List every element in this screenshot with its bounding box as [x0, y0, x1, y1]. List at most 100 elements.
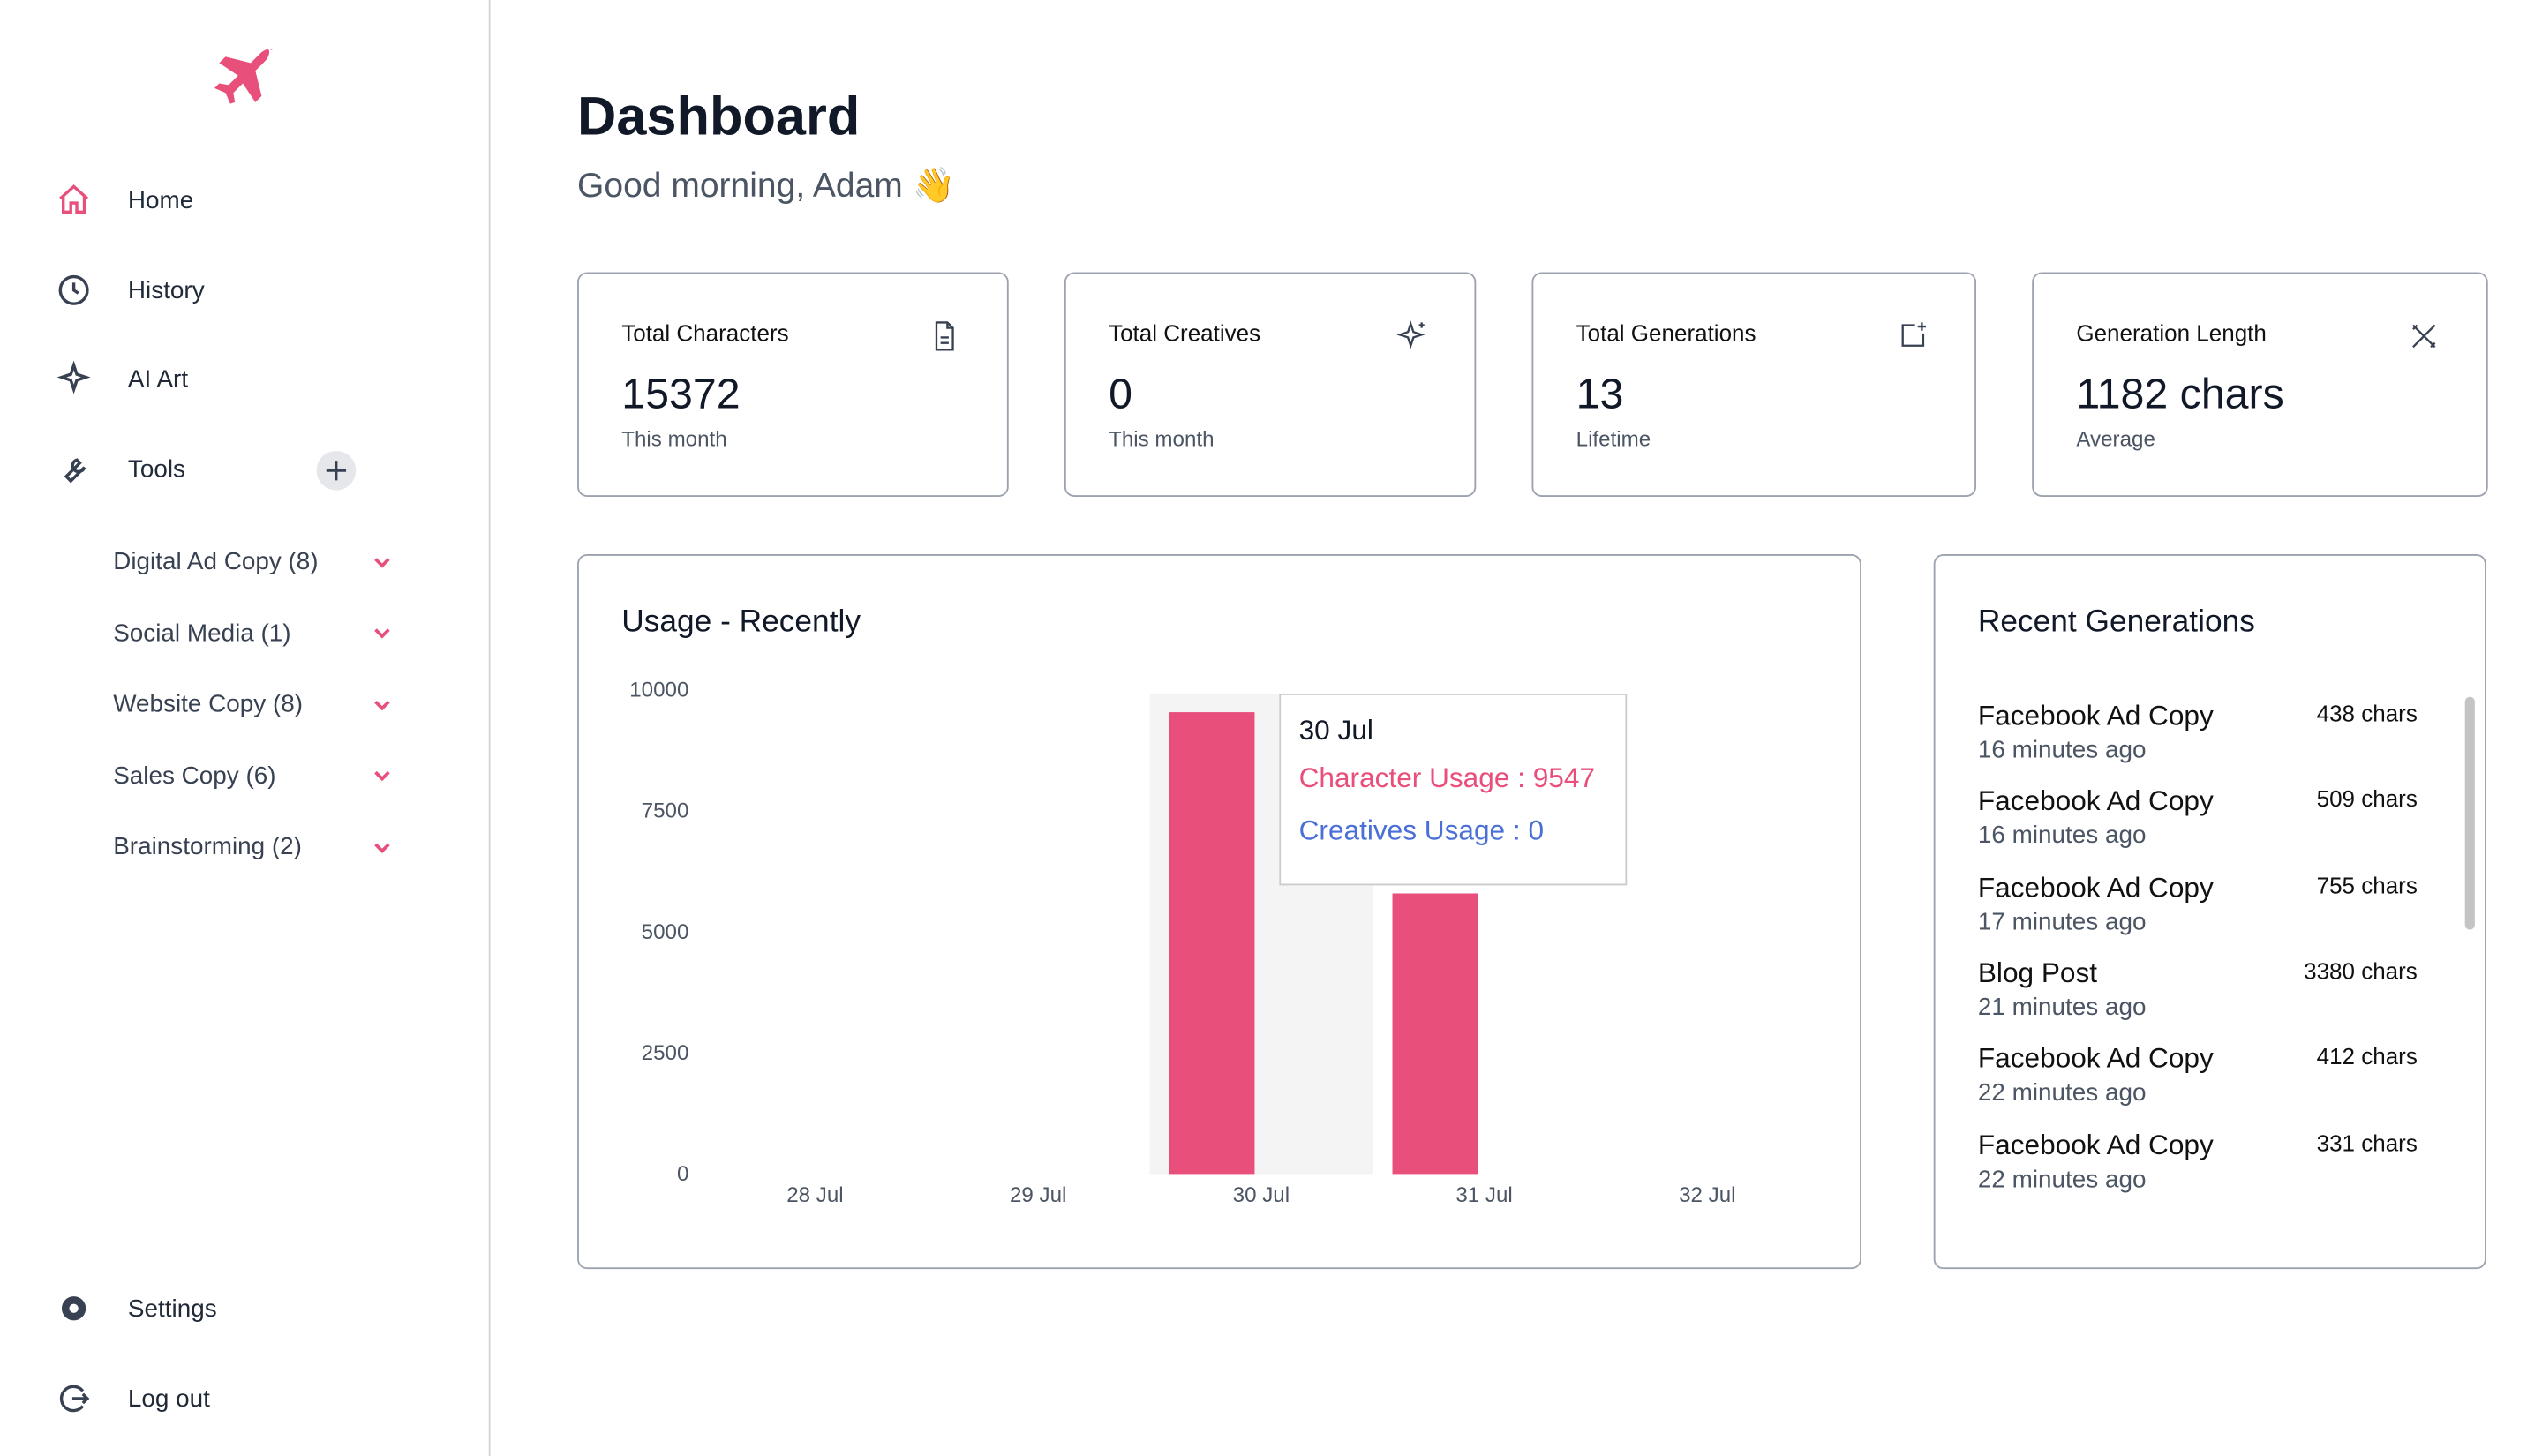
tooltip-series-name: Creatives Usage [1298, 814, 1506, 846]
nav-logout[interactable]: Log out [56, 1381, 210, 1417]
chevron [374, 843, 390, 853]
item-time: 22 minutes ago [1977, 1165, 2147, 1193]
chart-title: Usage - Recently [621, 604, 861, 640]
recent-title: Recent Generations [1977, 604, 2255, 640]
stat-sub: This month [621, 426, 727, 451]
usage-card: Usage - Recently 0 2500 5000 7500 10000 28 Ju… [577, 554, 1861, 1270]
page-title: Dashboard [577, 85, 861, 146]
recent-card: Recent Generations Facebook Ad Copy 438 c… [1933, 554, 2486, 1270]
bar [1392, 893, 1478, 1175]
nav-settings[interactable]: Settings [56, 1290, 217, 1326]
recent-item[interactable]: Facebook Ad Copy 412 chars 22 minutes ago [1978, 1043, 2418, 1107]
nav-label: Settings [127, 1294, 217, 1323]
item-chars: 412 chars [2316, 1043, 2418, 1069]
logo [214, 49, 273, 104]
x-tick-label: 32 Jul [1679, 1183, 1735, 1207]
item-time: 16 minutes ago [1977, 822, 2147, 851]
nav-ai-art[interactable]: AI Art [56, 360, 189, 397]
item-title: Facebook Ad Copy [1977, 1129, 2214, 1160]
tool-item[interactable]: Sales Copy (6) [113, 762, 392, 791]
stat-value: 1182 chars [2076, 369, 2284, 418]
y-tick-label: 7500 [642, 799, 689, 823]
stat-label: Total Creatives [1109, 319, 1261, 347]
item-chars: 331 chars [2316, 1129, 2418, 1156]
tooltip-value: 0 [1528, 814, 1545, 846]
tool-item[interactable]: Brainstorming (2) [113, 834, 392, 861]
item-chars: 509 chars [2316, 785, 2418, 813]
greeting: Good morning, Adam 👋 [577, 167, 956, 206]
stat-icon [1396, 320, 1425, 349]
nav-tools[interactable]: Tools [56, 451, 185, 487]
stat-icon [1901, 322, 1927, 347]
recent-item[interactable]: Blog Post 3380 chars 21 minutes ago [1978, 957, 2418, 1021]
nav-label: Home [127, 185, 194, 214]
scrollbar [2464, 696, 2475, 930]
chevron [374, 557, 390, 567]
stat-label: Total Characters [621, 319, 789, 347]
recent-item[interactable]: Facebook Ad Copy 331 chars 22 minutes ago [1978, 1129, 2418, 1192]
stat-sub: Lifetime [1576, 426, 1651, 451]
item-title: Blog Post [1977, 957, 2098, 989]
tooltip-value: 9547 [1532, 762, 1596, 794]
y-tick-label: 10000 [629, 679, 688, 702]
nav-home[interactable]: Home [56, 182, 193, 218]
item-time: 21 minutes ago [1977, 993, 2147, 1022]
item-time: 22 minutes ago [1977, 1078, 2147, 1107]
tool-item[interactable]: Social Media (1) [113, 619, 392, 648]
tooltip-row: Character Usage : 9547 [1298, 762, 1596, 794]
stat-sub: Average [2076, 426, 2155, 451]
stat-value: 13 [1576, 369, 1624, 418]
sidebar: Home History AI Art Tools Digital Ad Cop… [0, 0, 491, 1456]
tooltip-title: 30 Jul [1298, 715, 1373, 747]
x-tick-label: 30 Jul [1233, 1183, 1290, 1207]
stat-card: Total Generations 13 Lifetime [1531, 272, 1977, 498]
chart: 0 2500 5000 7500 10000 28 Jul 29 Jul 30 Jul 31 J… [629, 679, 1735, 1207]
item-title: Facebook Ad Copy [1977, 700, 2214, 732]
stat-card: Total Characters 15372 This month [577, 272, 1009, 498]
recent-item[interactable]: Facebook Ad Copy 509 chars 16 minutes ago [1978, 786, 2418, 850]
stat-value: 15372 [621, 369, 741, 418]
item-title: Facebook Ad Copy [1977, 785, 2214, 817]
item-title: Facebook Ad Copy [1977, 871, 2214, 904]
nav-history[interactable]: History [56, 272, 205, 308]
item-chars: 3380 chars [2304, 957, 2418, 984]
chevron [374, 771, 390, 782]
stat-sub: This month [1109, 426, 1215, 451]
stat-label: Total Generations [1576, 319, 1756, 347]
stat-label: Generation Length [2076, 319, 2267, 347]
tool-label: Social Media (1) [113, 619, 291, 648]
add-tool-button[interactable] [315, 449, 357, 492]
recent-item[interactable]: Facebook Ad Copy 755 chars 17 minutes ago [1978, 872, 2418, 935]
y-tick-label: 0 [677, 1162, 688, 1186]
item-chars: 755 chars [2316, 871, 2418, 898]
stat-icon [935, 321, 954, 351]
stat-card: Total Creatives 0 This month [1064, 272, 1477, 498]
chevron [374, 628, 390, 639]
tool-item[interactable]: Digital Ad Copy (8) [113, 547, 392, 576]
nav-label: History [127, 276, 205, 304]
item-title: Facebook Ad Copy [1977, 1043, 2214, 1075]
tool-label: Website Copy (8) [113, 690, 304, 719]
stat-icon [2412, 324, 2436, 349]
item-time: 17 minutes ago [1977, 907, 2147, 936]
tool-label: Digital Ad Copy (8) [113, 547, 319, 576]
y-tick-label: 5000 [642, 920, 689, 944]
tool-label: Sales Copy (6) [113, 762, 276, 791]
tool-item[interactable]: Website Copy (8) [113, 690, 392, 719]
y-tick-label: 2500 [642, 1041, 689, 1065]
nav-label: AI Art [127, 364, 189, 394]
x-tick-label: 31 Jul [1455, 1183, 1512, 1207]
chevron [374, 700, 390, 710]
item-time: 16 minutes ago [1977, 736, 2147, 764]
x-tick-label: 28 Jul [786, 1183, 843, 1207]
stat-card: Generation Length 1182 chars Average [2032, 272, 2488, 498]
tooltip-series-name: Character Usage [1298, 762, 1510, 794]
nav-label: Log out [127, 1385, 210, 1413]
tooltip: 30 Jul Character Usage : 9547 Creatives Us… [1279, 693, 1628, 886]
item-chars: 438 chars [2316, 700, 2418, 727]
tooltip-row: Creatives Usage : 0 [1298, 814, 1545, 846]
recent-item[interactable]: Facebook Ad Copy 438 chars 16 minutes ago [1978, 700, 2418, 763]
bar [1169, 712, 1255, 1175]
x-tick-label: 29 Jul [1010, 1183, 1066, 1207]
